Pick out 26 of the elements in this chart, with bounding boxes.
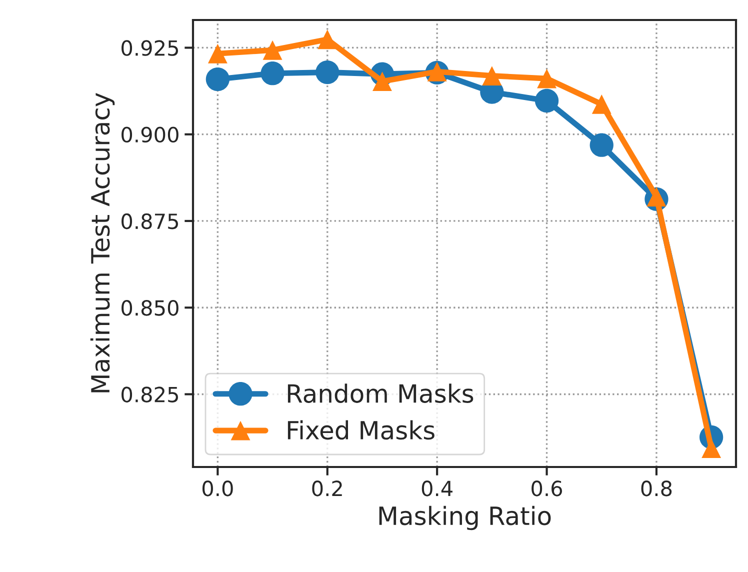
point [318, 30, 338, 50]
point [260, 62, 284, 86]
y-axis-title: Maximum Test Accuracy [90, 93, 115, 392]
x-tick-label: 0.0 [202, 480, 233, 496]
point [590, 133, 614, 157]
point [537, 68, 556, 88]
y-tick-label: 0.925 [122, 40, 178, 56]
point [482, 66, 502, 86]
x-tick-label: 0.4 [422, 480, 452, 496]
x-tick-label: 0.8 [641, 480, 672, 496]
x-axis-title: Masking Ratio [379, 506, 551, 530]
legend-label: Fixed Masks [288, 420, 434, 440]
legend-label: Random Masks [288, 384, 474, 403]
y-tick-label: 0.875 [122, 213, 178, 230]
y-tick-label: 0.825 [122, 386, 178, 402]
x-tick-label: 0.2 [312, 480, 342, 496]
point [702, 438, 722, 458]
x-tick-label: 0.6 [532, 480, 562, 496]
point [206, 67, 230, 92]
point [208, 44, 228, 64]
point [534, 88, 559, 113]
point [592, 94, 612, 114]
y-tick-label: 0.900 [122, 126, 178, 143]
point [316, 60, 340, 84]
y-tick-label: 0.850 [122, 300, 178, 316]
point [262, 40, 282, 60]
